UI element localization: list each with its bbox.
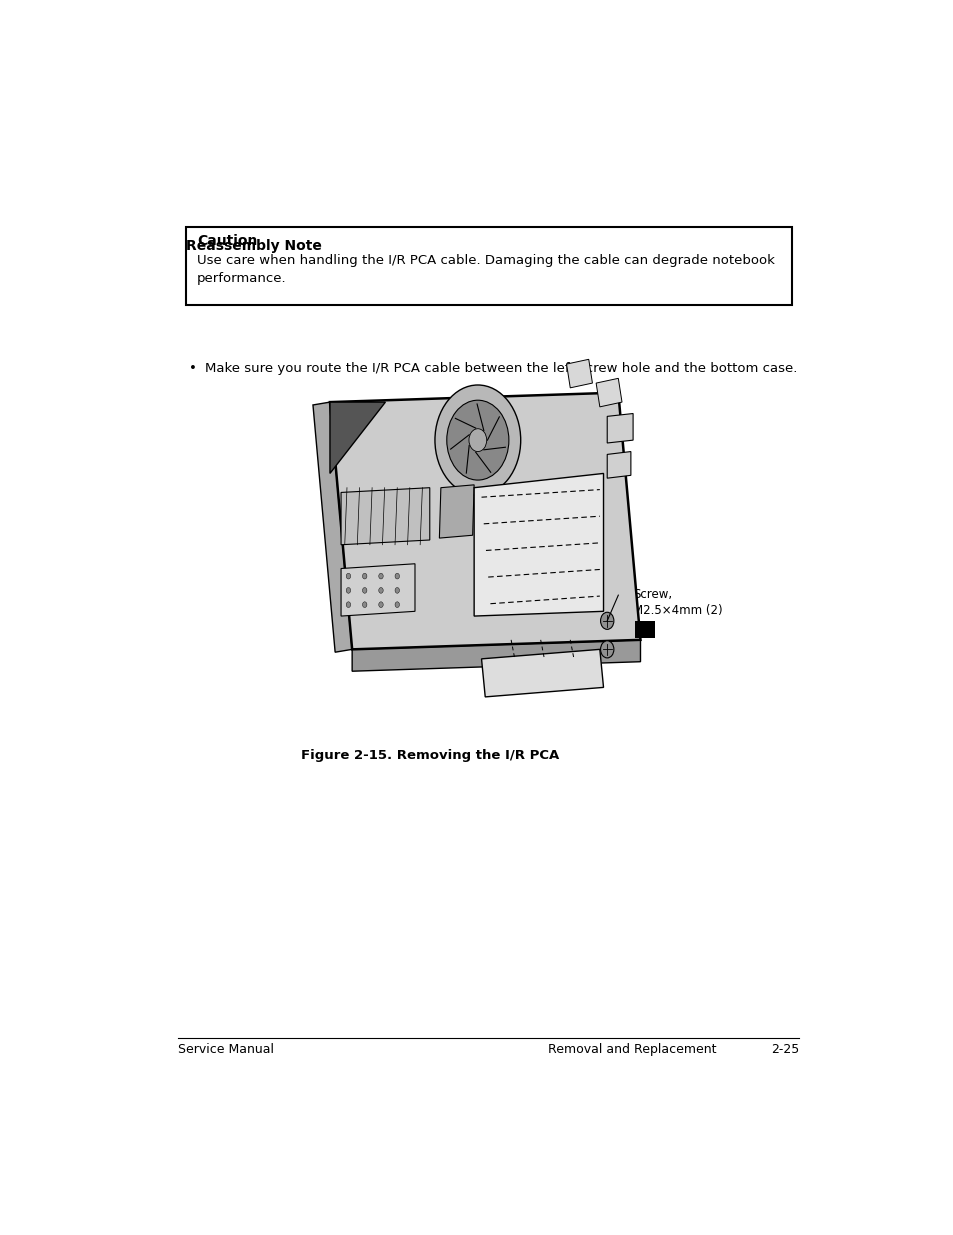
Polygon shape bbox=[481, 650, 603, 697]
Polygon shape bbox=[341, 488, 429, 545]
Text: Caution: Caution bbox=[196, 233, 257, 248]
Text: M2.5×4mm (2): M2.5×4mm (2) bbox=[633, 604, 722, 616]
Polygon shape bbox=[566, 359, 592, 388]
Bar bbox=[186, 227, 791, 305]
Circle shape bbox=[600, 641, 613, 658]
Circle shape bbox=[346, 601, 351, 608]
Text: Make sure you route the I/R PCA cable between the left screw hole and the bottom: Make sure you route the I/R PCA cable be… bbox=[205, 362, 797, 375]
Circle shape bbox=[600, 613, 613, 630]
Circle shape bbox=[362, 601, 367, 608]
Polygon shape bbox=[596, 378, 621, 406]
Polygon shape bbox=[606, 414, 633, 443]
Polygon shape bbox=[439, 485, 474, 538]
Text: •: • bbox=[190, 362, 197, 375]
Text: Removal and Replacement: Removal and Replacement bbox=[547, 1044, 716, 1056]
Text: Use care when handling the I/R PCA cable. Damaging the cable can degrade noteboo: Use care when handling the I/R PCA cable… bbox=[196, 253, 774, 285]
Text: 2-25: 2-25 bbox=[770, 1044, 799, 1056]
Text: Figure 2-15. Removing the I/R PCA: Figure 2-15. Removing the I/R PCA bbox=[300, 750, 558, 762]
Polygon shape bbox=[474, 473, 603, 616]
Text: Screw,: Screw, bbox=[633, 589, 672, 601]
Circle shape bbox=[378, 573, 383, 579]
Bar bbox=[634, 621, 655, 638]
Text: Service Manual: Service Manual bbox=[178, 1044, 274, 1056]
Polygon shape bbox=[341, 563, 415, 616]
Circle shape bbox=[395, 588, 399, 593]
Circle shape bbox=[395, 573, 399, 579]
Circle shape bbox=[362, 573, 367, 579]
Circle shape bbox=[395, 601, 399, 608]
Polygon shape bbox=[330, 403, 385, 473]
Circle shape bbox=[469, 429, 486, 452]
Circle shape bbox=[435, 385, 520, 495]
Polygon shape bbox=[606, 452, 630, 478]
Circle shape bbox=[362, 588, 367, 593]
Circle shape bbox=[378, 588, 383, 593]
Circle shape bbox=[346, 588, 351, 593]
Circle shape bbox=[378, 601, 383, 608]
Text: Reassembly Note: Reassembly Note bbox=[186, 238, 321, 252]
Circle shape bbox=[446, 400, 508, 480]
Circle shape bbox=[346, 573, 351, 579]
Polygon shape bbox=[352, 640, 639, 672]
Polygon shape bbox=[330, 393, 639, 650]
Polygon shape bbox=[313, 403, 352, 652]
